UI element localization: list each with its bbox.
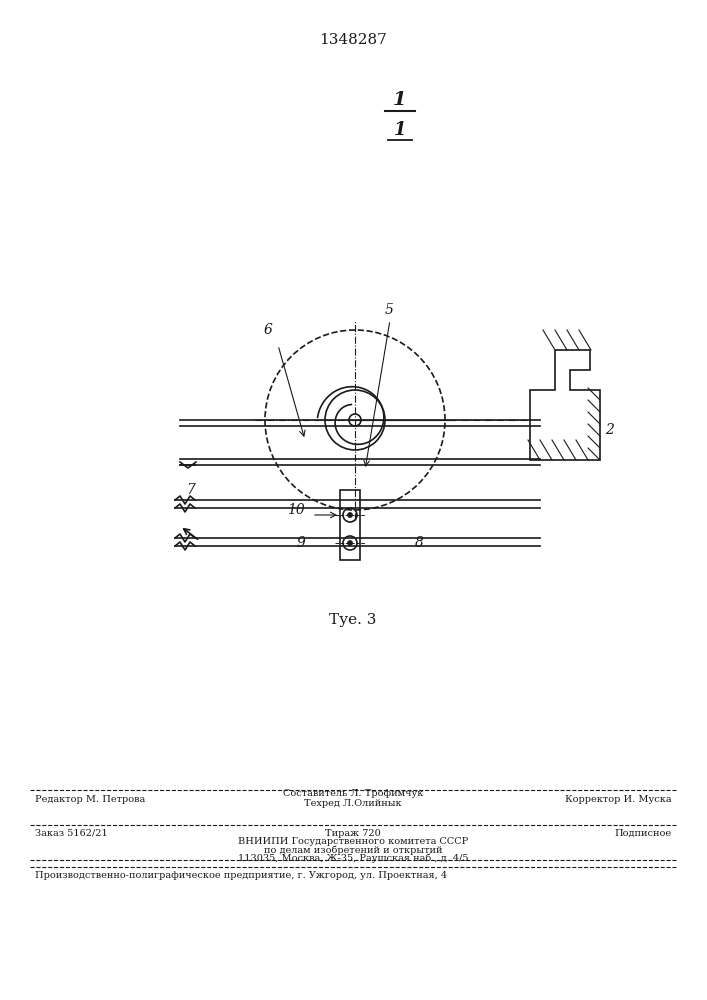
Text: Техред Л.Олийнык: Техред Л.Олийнык: [304, 798, 402, 808]
Text: 1: 1: [394, 121, 407, 139]
Text: 6: 6: [264, 323, 272, 337]
Text: 1348287: 1348287: [319, 33, 387, 47]
Text: 2: 2: [605, 423, 614, 437]
Text: Тираж 720: Тираж 720: [325, 828, 381, 838]
Circle shape: [348, 512, 353, 518]
Text: Корректор И. Муска: Корректор И. Муска: [566, 796, 672, 804]
Text: Редактор М. Петрова: Редактор М. Петрова: [35, 796, 145, 804]
Text: 8: 8: [415, 536, 424, 550]
Text: 7: 7: [186, 483, 195, 497]
Text: 5: 5: [385, 303, 394, 317]
Text: Τуе. 3: Τуе. 3: [329, 613, 377, 627]
Text: Заказ 5162/21: Заказ 5162/21: [35, 828, 107, 838]
Bar: [340, 490, 360, 560]
Text: Составитель Л. Трофимчук: Составитель Л. Трофимчук: [283, 788, 423, 798]
Text: по делам изобретений и открытий: по делам изобретений и открытий: [264, 845, 443, 855]
Text: ВНИИПИ Государственного комитета СССР: ВНИИПИ Государственного комитета СССР: [238, 838, 468, 846]
Text: 9: 9: [296, 536, 305, 550]
Text: Производственно-полиграфическое предприятие, г. Ужгород, ул. Проектная, 4: Производственно-полиграфическое предприя…: [35, 871, 447, 880]
Circle shape: [348, 540, 353, 546]
Text: 1: 1: [393, 91, 407, 109]
Text: Подписное: Подписное: [615, 828, 672, 838]
Text: 113035, Москва, Ж-35, Раушская наб., д. 4/5: 113035, Москва, Ж-35, Раушская наб., д. …: [238, 853, 468, 863]
Text: 10: 10: [287, 503, 305, 517]
